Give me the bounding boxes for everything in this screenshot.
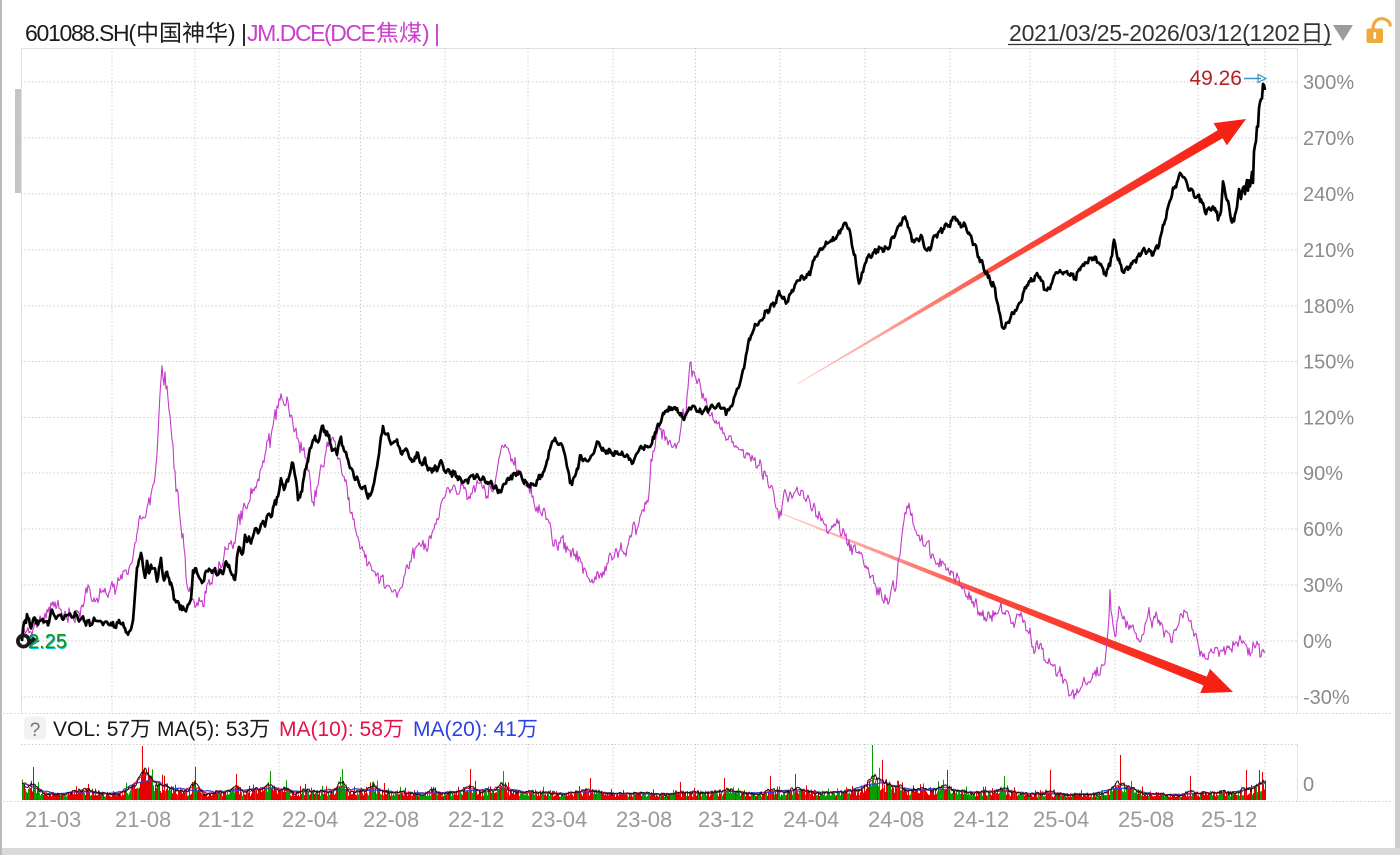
svg-text:22-12: 22-12: [448, 807, 504, 832]
svg-text:24-04: 24-04: [783, 807, 839, 832]
svg-text:49.26: 49.26: [1189, 67, 1242, 90]
svg-text:0%: 0%: [1303, 631, 1332, 653]
svg-text:0: 0: [1303, 774, 1314, 796]
svg-text:24-12: 24-12: [953, 807, 1009, 832]
svg-text:601088.SH(: 601088.SH(: [25, 20, 136, 46]
svg-text:2021/03/25-2026/03/12(1202: 2021/03/25-2026/03/12(1202: [1009, 20, 1300, 46]
svg-text:90%: 90%: [1303, 463, 1343, 485]
svg-text:MA(5): 53: MA(5): 53: [157, 718, 249, 741]
svg-text:22-04: 22-04: [282, 807, 338, 832]
svg-text:22-08: 22-08: [363, 807, 419, 832]
svg-text:25-12: 25-12: [1201, 807, 1257, 832]
svg-text:MA(10): 58: MA(10): 58: [279, 718, 383, 741]
svg-text:120%: 120%: [1303, 408, 1354, 430]
svg-text:25-04: 25-04: [1033, 807, 1089, 832]
svg-text:21-08: 21-08: [115, 807, 171, 832]
svg-text:) |: ) |: [228, 20, 247, 46]
svg-text:21-03: 21-03: [25, 807, 81, 832]
svg-text:150%: 150%: [1303, 352, 1354, 374]
svg-text:) |: ) |: [422, 20, 440, 46]
svg-text:JM.DCE(DCE: JM.DCE(DCE: [247, 20, 376, 46]
svg-text:MA(20): 41: MA(20): 41: [413, 718, 517, 741]
svg-text:210%: 210%: [1303, 240, 1354, 262]
svg-text:23-08: 23-08: [616, 807, 672, 832]
svg-text:2.25: 2.25: [28, 631, 67, 653]
svg-text:24-08: 24-08: [868, 807, 924, 832]
svg-text:-30%: -30%: [1303, 687, 1350, 709]
svg-text:180%: 180%: [1303, 296, 1354, 318]
svg-text:21-12: 21-12: [198, 807, 254, 832]
svg-text:?: ?: [30, 720, 41, 741]
svg-text:240%: 240%: [1303, 184, 1354, 206]
svg-text:60%: 60%: [1303, 519, 1343, 541]
svg-text:23-12: 23-12: [698, 807, 754, 832]
svg-text:2.25: 2.25: [29, 632, 68, 654]
svg-text:23-04: 23-04: [531, 807, 587, 832]
svg-text:270%: 270%: [1303, 128, 1354, 150]
svg-text:300%: 300%: [1303, 72, 1354, 94]
svg-text:30%: 30%: [1303, 575, 1343, 597]
svg-text:25-08: 25-08: [1118, 807, 1174, 832]
svg-text:VOL: 57: VOL: 57: [53, 718, 130, 741]
svg-text:): ): [1324, 20, 1332, 46]
